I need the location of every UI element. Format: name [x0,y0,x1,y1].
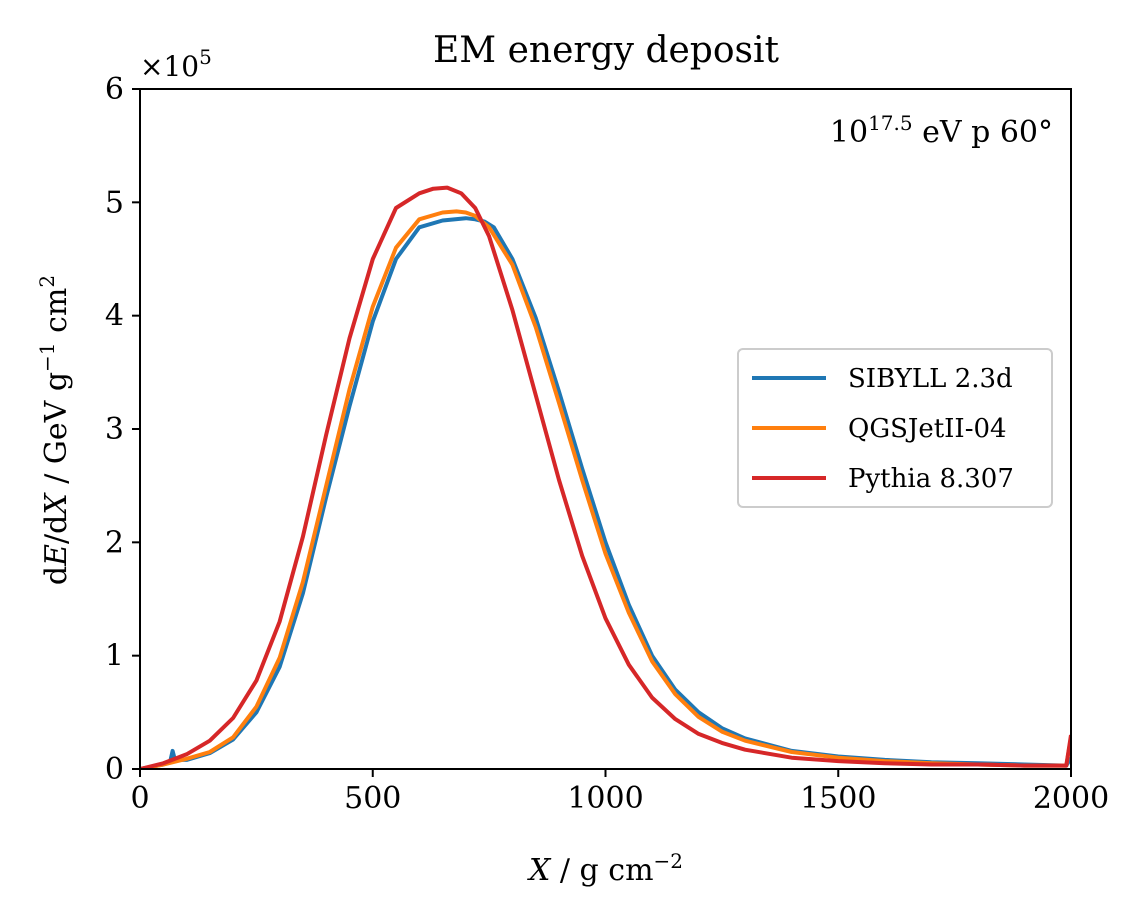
series-line-2 [140,185,1071,769]
legend: SIBYLL 2.3d QGSJetII-04 Pythia 8.307 [737,348,1053,508]
y-axis: 0 1 2 3 4 5 6 [105,72,140,787]
y-tick-label: 6 [105,72,124,107]
legend-label-0: SIBYLL 2.3d [848,364,1013,394]
x-tick-label: 0 [130,781,149,816]
legend-label-1: QGSJetII-04 [848,414,1007,444]
legend-box [737,348,1053,508]
y-tick-label: 0 [105,752,124,787]
x-tick-label: 500 [344,781,401,816]
series-group [140,185,1071,769]
annotation-label: 1017.5 eV p 60° [830,111,1053,150]
x-tick-label: 2000 [1033,781,1109,816]
y-tick-label: 2 [105,525,124,560]
y-multiplier: ×105 [140,45,212,83]
y-tick-label: 1 [105,639,124,674]
y-axis-label: dE/dX / GeV g−1 cm2 [35,275,74,585]
y-tick-label: 4 [105,299,124,334]
legend-label-2: Pythia 8.307 [848,464,1014,494]
x-axis: 0 500 1000 1500 2000 [130,769,1109,816]
x-axis-label: X / g cm−2 [527,849,683,888]
y-tick-label: 5 [105,185,124,220]
chart-title: EM energy deposit [433,30,779,71]
x-tick-label: 1000 [567,781,643,816]
series-line-1 [140,209,1071,769]
y-tick-label: 3 [105,412,124,447]
x-tick-label: 1500 [800,781,876,816]
